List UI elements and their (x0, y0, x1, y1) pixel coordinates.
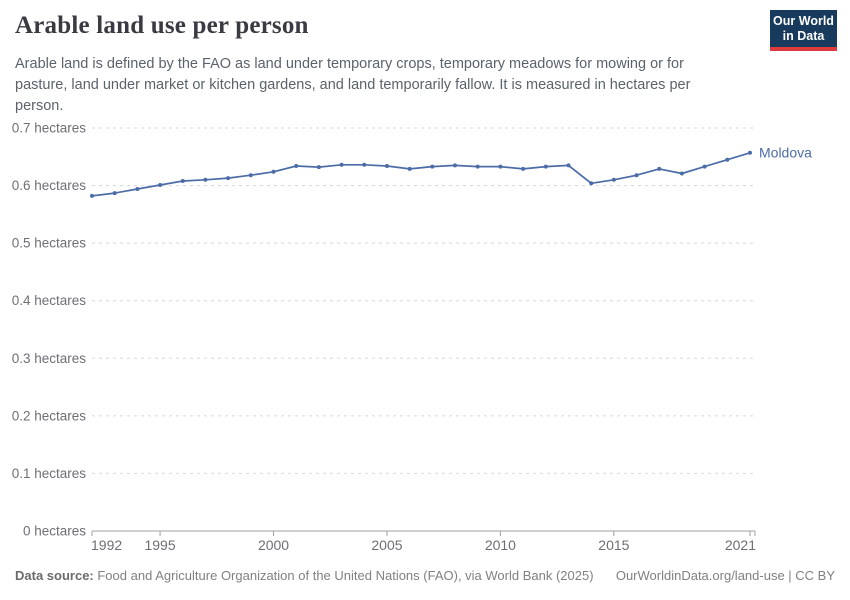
owid-logo-line1: Our World (773, 13, 834, 28)
y-tick-label: 0.7 hectares (12, 121, 87, 136)
chart-footer: Data source: Food and Agriculture Organi… (15, 568, 835, 583)
y-tick-label: 0.1 hectares (12, 466, 87, 481)
data-point (385, 164, 389, 168)
data-point (135, 187, 140, 191)
data-point (158, 183, 163, 187)
y-tick-label: 0.4 hectares (12, 293, 87, 308)
x-tick-label: 2010 (485, 537, 516, 553)
data-point (498, 164, 503, 169)
owid-logo-line2: in Data (782, 28, 825, 43)
data-point (634, 173, 639, 178)
data-point (725, 157, 730, 162)
data-point (702, 164, 707, 169)
series-label-moldova[interactable]: Moldova (759, 144, 812, 160)
x-tick-label: 1995 (144, 537, 175, 553)
data-source: Data source: Food and Agriculture Organi… (15, 568, 594, 583)
data-point (657, 166, 662, 171)
data-point (611, 177, 616, 182)
y-tick-label: 0.3 hectares (12, 351, 87, 366)
data-point (203, 177, 208, 182)
data-point (271, 169, 276, 174)
x-tick-label: 2015 (598, 537, 629, 553)
data-point (407, 166, 412, 171)
data-source-text: Food and Agriculture Organization of the… (93, 568, 594, 583)
data-point (521, 166, 526, 171)
chart-subtitle: Arable land is defined by the FAO as lan… (15, 56, 691, 115)
footer-license-link[interactable]: OurWorldinData.org/land-use | CC BY (615, 568, 835, 583)
data-point (362, 162, 367, 167)
x-tick-label: 1992 (91, 537, 122, 553)
y-tick-label: 0 hectares (23, 524, 86, 539)
data-point (453, 163, 457, 168)
data-point (475, 164, 480, 169)
data-point (566, 163, 571, 168)
x-tick-label: 2000 (258, 537, 289, 553)
y-tick-label: 0.6 hectares (12, 178, 87, 193)
data-point (589, 181, 594, 186)
chart-title: Arable land use per person (15, 12, 309, 39)
owid-logo[interactable]: Our World in Data (770, 10, 837, 51)
x-tick-label: 2021 (725, 537, 756, 553)
data-point (180, 179, 185, 183)
data-point (339, 162, 344, 167)
data-point (430, 164, 435, 169)
data-point (294, 164, 299, 168)
data-point (226, 176, 231, 181)
data-point (543, 164, 548, 169)
data-point (679, 171, 684, 176)
data-point (248, 173, 253, 178)
data-point (748, 150, 752, 155)
data-point (90, 193, 94, 198)
data-line-moldova (91, 151, 751, 197)
x-tick-label: 2005 (371, 537, 402, 553)
y-tick-label: 0.5 hectares (12, 236, 87, 251)
y-tick-label: 0.2 hectares (12, 408, 87, 423)
data-source-label: Data source: (15, 568, 94, 583)
data-point (112, 191, 117, 196)
data-point (316, 165, 321, 170)
